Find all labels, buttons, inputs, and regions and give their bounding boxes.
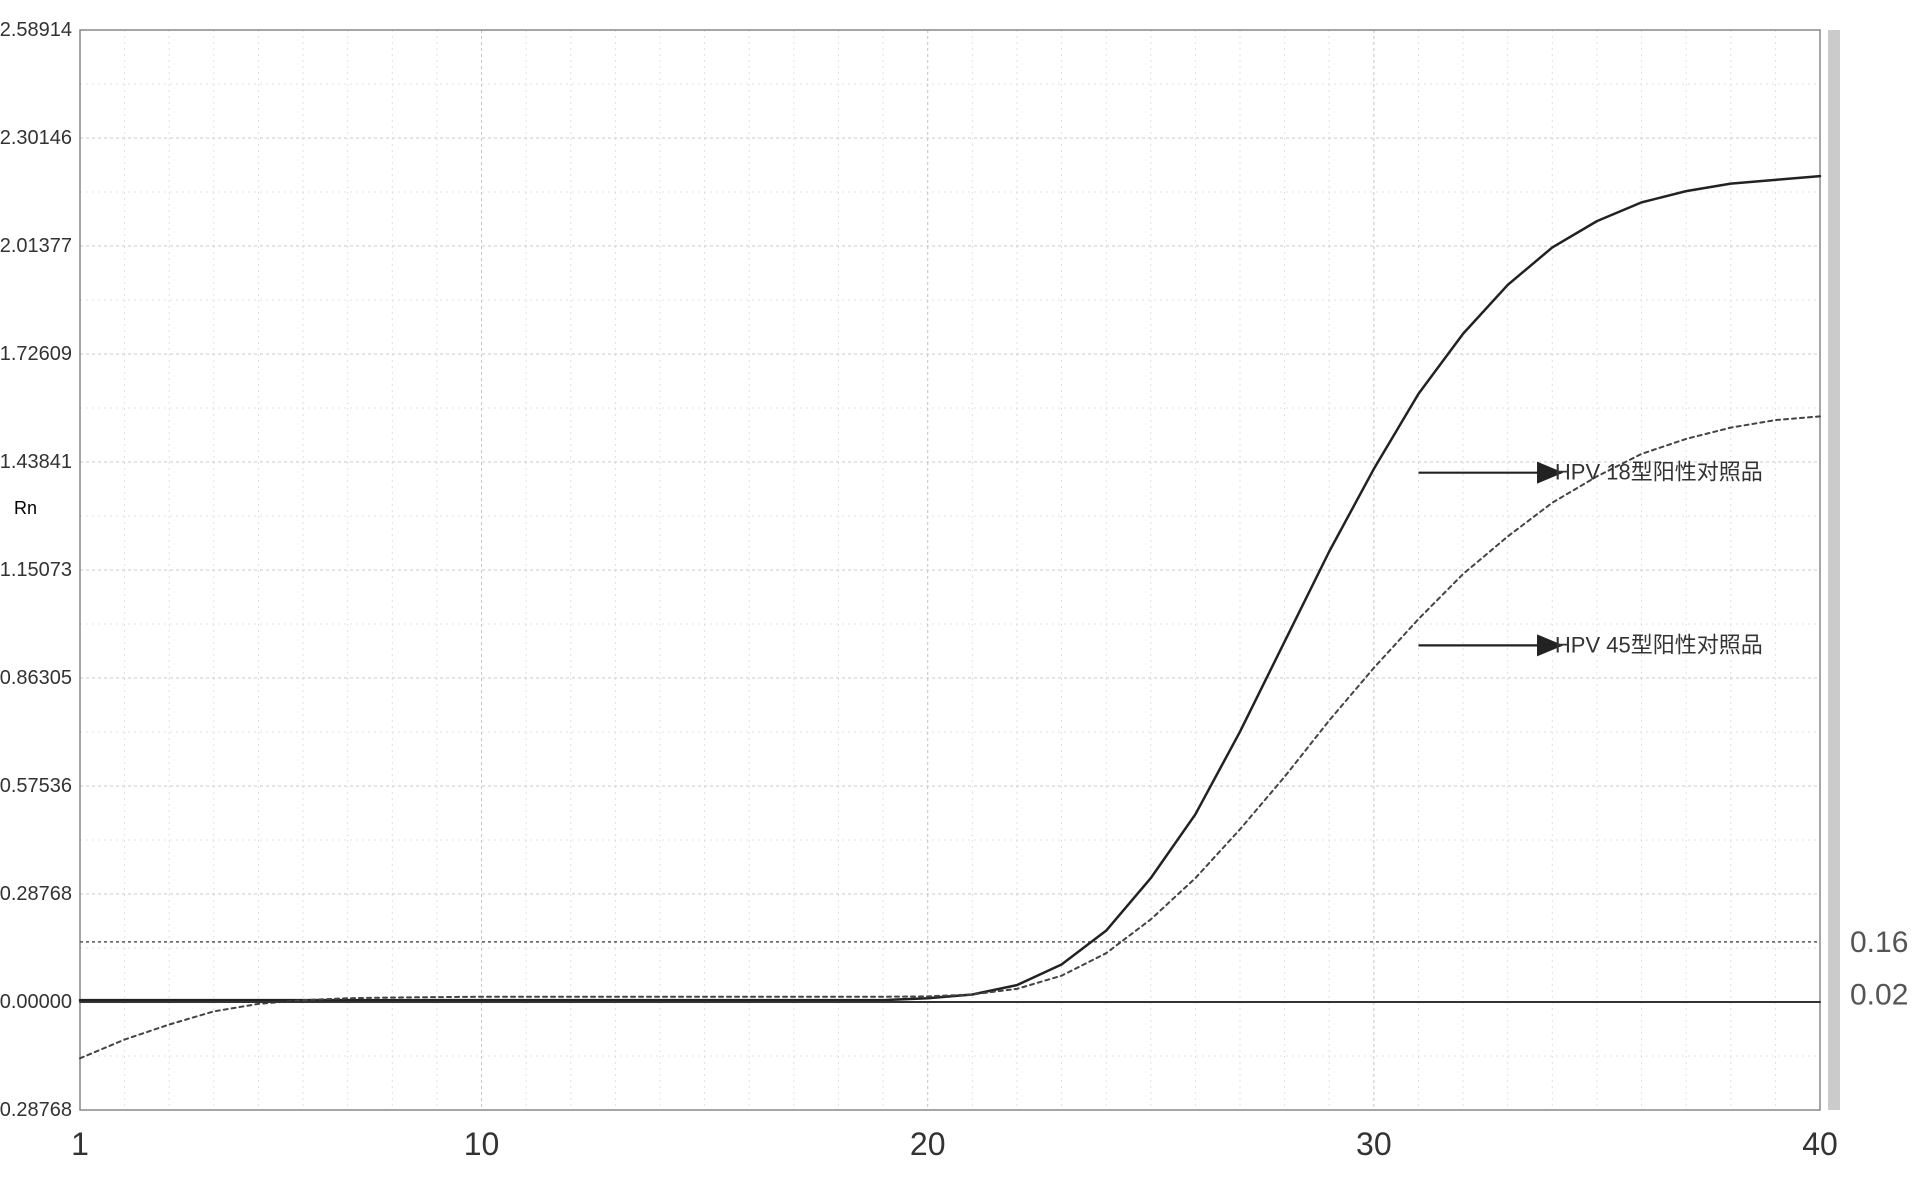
threshold-label: 0.16: [1850, 926, 1908, 959]
y-tick-label: -0.28768: [0, 1099, 72, 1121]
annotation-label: HPV 18型阳性对照品: [1555, 460, 1763, 485]
y-tick-label: 2.30146: [0, 127, 72, 149]
y-tick-label: 0.00000: [0, 991, 72, 1013]
side-band: [1828, 30, 1840, 1110]
y-tick-label: 1.15073: [0, 559, 72, 581]
x-tick-label: 20: [910, 1126, 946, 1162]
x-tick-label: 40: [1802, 1126, 1838, 1162]
y-tick-label: 0.28768: [0, 883, 72, 905]
annotation-label: HPV 45型阳性对照品: [1555, 632, 1763, 657]
chart-svg: -0.28768 0.00000 0.28768 0.57536 0.86305 1.15…: [0, 0, 1930, 1182]
y-tick-label: 2.01377: [0, 235, 72, 257]
y-tick-label: 0.57536: [0, 775, 72, 797]
y-tick-label: 2.58914: [0, 19, 72, 41]
threshold-label: 0.02: [1850, 978, 1908, 1011]
y-tick-label: 0.86305: [0, 667, 72, 689]
y-tick-label: 1.72609: [0, 343, 72, 365]
x-tick-label: 1: [71, 1126, 89, 1162]
amplification-chart: -0.28768 0.00000 0.28768 0.57536 0.86305 1.15…: [0, 0, 1930, 1182]
y-tick-label: 1.43841: [0, 451, 72, 473]
y-axis-label: Rn: [14, 498, 37, 519]
x-tick-label: 10: [464, 1126, 500, 1162]
x-tick-label: 30: [1356, 1126, 1392, 1162]
